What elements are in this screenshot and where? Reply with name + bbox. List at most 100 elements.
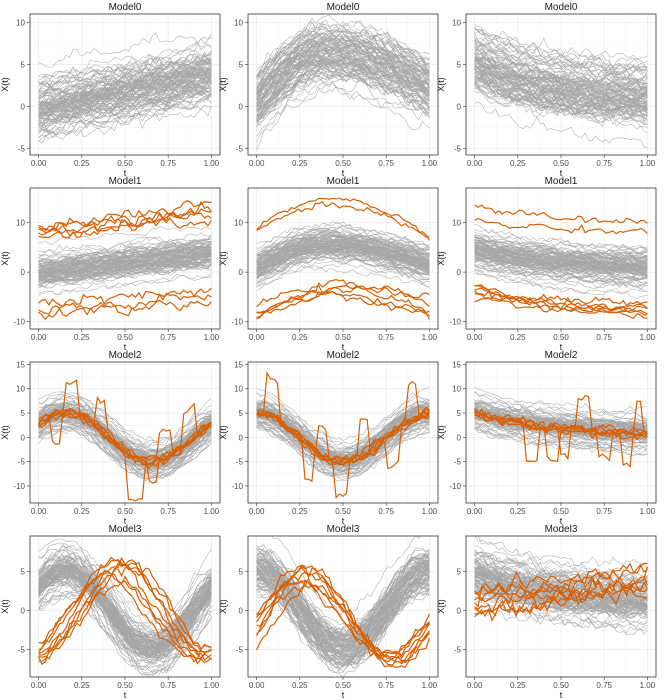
outlier-curve bbox=[256, 564, 430, 657]
y-tick-label: -5 bbox=[18, 144, 26, 153]
background-curve bbox=[38, 254, 212, 282]
background-curve bbox=[256, 391, 430, 446]
y-tick-label: 10 bbox=[452, 385, 461, 394]
background-curve bbox=[474, 237, 648, 263]
background-curve bbox=[38, 86, 212, 138]
background-curve bbox=[474, 242, 648, 261]
background-curve bbox=[256, 83, 430, 137]
y-tick-label: 0 bbox=[21, 433, 26, 442]
y-tick-label: -5 bbox=[454, 646, 462, 655]
background-curve bbox=[38, 573, 212, 665]
y-tick-label: 5 bbox=[239, 60, 244, 69]
background-curve bbox=[256, 55, 430, 113]
x-tick-label: 0.25 bbox=[74, 507, 90, 516]
x-tick-label: 0.25 bbox=[292, 159, 308, 168]
x-tick-label: 0.75 bbox=[596, 159, 612, 168]
outlier-curve bbox=[474, 584, 648, 618]
background-curve bbox=[474, 401, 648, 428]
background-curve bbox=[256, 552, 430, 641]
background-curve bbox=[256, 557, 430, 639]
y-axis-title: X(t) bbox=[0, 251, 10, 266]
x-tick-label: 0.25 bbox=[510, 507, 526, 516]
y-tick-label: 10 bbox=[16, 18, 25, 27]
x-axis-title: t bbox=[124, 168, 127, 178]
x-tick-label: 0.00 bbox=[31, 681, 47, 690]
outlier-curve bbox=[256, 284, 430, 319]
background-curve bbox=[256, 408, 430, 464]
x-tick-label: 0.75 bbox=[378, 159, 394, 168]
outlier-curve bbox=[38, 580, 212, 666]
background-curve bbox=[256, 235, 430, 264]
background-curve bbox=[474, 49, 648, 84]
background-curve bbox=[256, 34, 430, 89]
background-curve bbox=[474, 53, 648, 98]
background-curve bbox=[474, 65, 648, 105]
y-tick-label: -10 bbox=[449, 318, 461, 327]
background-curve bbox=[474, 591, 648, 629]
x-tick-label: 0.50 bbox=[117, 507, 133, 516]
background-curve bbox=[256, 85, 430, 143]
y-tick-label: 5 bbox=[457, 409, 462, 418]
background-curve bbox=[474, 536, 648, 570]
background-curve bbox=[38, 402, 212, 454]
y-tick-label: 0 bbox=[239, 102, 244, 111]
background-curve bbox=[474, 53, 648, 99]
y-tick-label: 10 bbox=[16, 219, 25, 228]
background-curve bbox=[256, 36, 430, 92]
background-curve bbox=[38, 560, 212, 641]
panel-5: 0.00 0.25 0.50 0.75 1.00 -10 0 10 Model1 t X(t) bbox=[218, 176, 439, 352]
background-curve bbox=[256, 58, 430, 118]
background-curve bbox=[38, 588, 212, 675]
panel-title: Model3 bbox=[545, 524, 578, 535]
background-curve bbox=[38, 254, 212, 276]
curves-group bbox=[256, 14, 430, 151]
background-curve bbox=[256, 241, 430, 266]
x-tick-label: 0.00 bbox=[467, 333, 483, 342]
background-curve bbox=[256, 222, 430, 251]
background-curve bbox=[38, 400, 212, 454]
background-curve bbox=[38, 402, 212, 454]
background-curve bbox=[38, 64, 212, 105]
x-tick-label: 0.00 bbox=[249, 159, 265, 168]
curves-group bbox=[38, 32, 212, 144]
x-tick-label: 0.00 bbox=[31, 159, 47, 168]
background-curve bbox=[38, 543, 212, 626]
y-tick-label: 5 bbox=[457, 567, 462, 576]
background-curve bbox=[256, 36, 430, 93]
y-tick-label: 0 bbox=[21, 268, 26, 277]
curves-group bbox=[256, 536, 430, 677]
background-curve bbox=[474, 239, 648, 257]
background-curve bbox=[474, 36, 648, 86]
background-curve bbox=[474, 77, 648, 119]
background-curve bbox=[38, 79, 212, 111]
panel-title: Model0 bbox=[109, 2, 142, 13]
background-curve bbox=[474, 33, 648, 73]
background-curve bbox=[38, 242, 212, 271]
panel-title: Model0 bbox=[545, 2, 578, 13]
background-curve bbox=[38, 49, 212, 86]
background-curve bbox=[38, 265, 212, 286]
panel-title: Model3 bbox=[327, 524, 360, 535]
background-curve bbox=[256, 258, 430, 283]
background-curve bbox=[256, 401, 430, 456]
x-tick-label: 0.75 bbox=[596, 333, 612, 342]
y-tick-label: 0 bbox=[21, 102, 26, 111]
background-curve bbox=[256, 25, 430, 85]
outlier-curve bbox=[474, 287, 648, 307]
y-tick-label: 10 bbox=[234, 18, 243, 27]
background-curve bbox=[256, 401, 430, 458]
panel-10: 0.00 0.25 0.50 0.75 1.00 -5 0 5 Model3 t X(t) bbox=[0, 524, 221, 700]
background-curve bbox=[474, 70, 648, 109]
curves-group bbox=[474, 536, 648, 636]
y-tick-label: 0 bbox=[457, 433, 462, 442]
x-tick-label: 0.75 bbox=[596, 681, 612, 690]
background-curve bbox=[474, 553, 648, 582]
x-axis-title: t bbox=[560, 516, 563, 526]
x-tick-label: 0.25 bbox=[510, 333, 526, 342]
background-curve bbox=[256, 248, 430, 275]
background-curve bbox=[256, 237, 430, 268]
background-curve bbox=[38, 424, 212, 478]
background-curve bbox=[256, 236, 430, 266]
y-tick-label: 0 bbox=[457, 102, 462, 111]
x-axis-title: t bbox=[342, 690, 345, 700]
